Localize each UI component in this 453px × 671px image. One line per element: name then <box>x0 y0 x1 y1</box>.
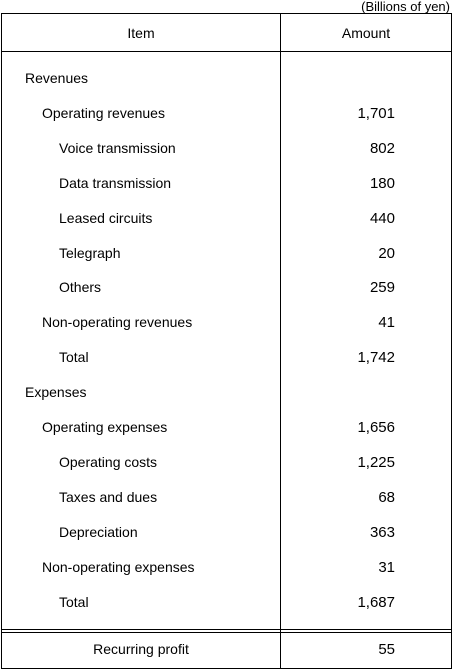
row-label: Operating expenses <box>42 419 168 435</box>
financial-table: Item Amount Revenues Operating revenues 1,… <box>1 13 452 669</box>
row-amount: 802 <box>369 139 395 157</box>
row-amount: 363 <box>369 523 395 541</box>
table-row: Non-operating revenues 41 <box>2 312 451 332</box>
row-label: Operating costs <box>59 453 158 470</box>
recurring-profit-label: Recurring profit <box>93 641 189 657</box>
table-row: Data transmission 180 <box>2 173 451 193</box>
table-row: Revenues <box>2 68 451 88</box>
row-label: Non-operating revenues <box>42 314 193 331</box>
row-amount: 1,225 <box>357 453 395 471</box>
row-label: Depreciation <box>59 523 138 540</box>
table-row: Operating expenses 1,656 <box>2 417 451 437</box>
footer-divider-top <box>2 629 451 630</box>
table-row: Non-operating expenses 31 <box>2 557 451 577</box>
table-row: Taxes and dues 68 <box>2 487 451 507</box>
table-row: Total 1,742 <box>2 347 451 367</box>
row-label: Voice transmission <box>59 139 176 156</box>
row-amount: 68 <box>378 488 395 506</box>
row-amount: 1,656 <box>357 419 395 436</box>
footer-divider-bottom <box>2 632 451 633</box>
table-row: Total 1,687 <box>2 592 451 612</box>
header-amount: Amount <box>341 25 391 41</box>
row-amount: 440 <box>369 209 395 227</box>
row-amount: 1,701 <box>357 104 395 122</box>
row-label: Operating revenues <box>42 104 165 121</box>
recurring-profit-amount: 55 <box>378 641 395 658</box>
row-amount: 1,742 <box>357 349 395 367</box>
row-amount: 180 <box>369 174 395 192</box>
table-row: Operating costs 1,225 <box>2 452 451 472</box>
table-row: Expenses <box>2 382 451 402</box>
row-label: Expenses <box>25 384 87 401</box>
row-amount: 31 <box>378 558 395 576</box>
row-amount: 1,687 <box>357 593 395 611</box>
row-label: Total <box>59 349 89 366</box>
table-row: Others 259 <box>2 277 451 297</box>
header-divider <box>2 51 451 52</box>
table-row: Leased circuits 440 <box>2 208 451 228</box>
column-divider <box>280 14 281 668</box>
row-label: Non-operating expenses <box>42 558 195 575</box>
row-label: Data transmission <box>59 174 172 191</box>
row-amount: 259 <box>369 279 395 297</box>
row-label: Others <box>59 279 102 296</box>
row-amount: 41 <box>378 314 395 332</box>
row-label: Leased circuits <box>59 209 153 226</box>
row-label: Revenues <box>25 70 89 86</box>
row-label: Taxes and dues <box>59 488 158 505</box>
table-row: Telegraph 20 <box>2 243 451 263</box>
row-label: Total <box>59 593 89 610</box>
header-item: Item <box>127 25 155 41</box>
row-amount: 20 <box>378 244 395 262</box>
table-row: Operating revenues 1,701 <box>2 103 451 123</box>
table-row: Voice transmission 802 <box>2 138 451 158</box>
unit-note: (Billions of yen) <box>361 0 450 14</box>
table-row: Depreciation 363 <box>2 522 451 542</box>
row-label: Telegraph <box>59 244 121 261</box>
